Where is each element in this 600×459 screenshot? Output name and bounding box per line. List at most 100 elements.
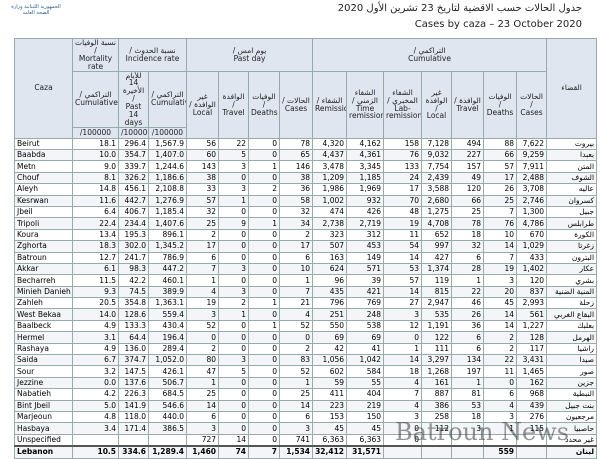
cell: 3 [186, 422, 220, 435]
header-en: Cumulative [408, 53, 451, 63]
cell: 447.2 [147, 262, 188, 276]
header-ar: للأيام 14 الأخيرة / [122, 71, 145, 104]
cell: 8.1 [72, 171, 119, 185]
header-en: Deaths [251, 107, 278, 117]
cell: 670 [516, 228, 548, 242]
cell: 81 [451, 388, 485, 401]
unit: /100000 [147, 126, 188, 139]
table-row: Akkar 6.1 98.3 447.2 7 3 0 10 624 571 53 1,374 28 19 1… [14, 262, 598, 276]
cell: 14 [218, 433, 250, 447]
cell: 1,407.0 [147, 148, 188, 162]
cell: 1 [248, 319, 281, 333]
table-row: Baalbeck 4.9 133.3 430.4 52 0 1 52 550 538 12 1,191… [14, 319, 598, 333]
cell: 19 [383, 217, 423, 230]
cell: 1 [451, 376, 485, 390]
column-header: للأيام 14 الأخيرة / Past 14 days [118, 70, 149, 128]
caza-name: Aleyh [14, 183, 73, 196]
cell: 1,191 [421, 319, 453, 333]
cell: 1 [248, 297, 281, 310]
cell: 741 [279, 433, 314, 447]
caza-name-ar: عاليه [546, 183, 598, 196]
cell: 22.4 [72, 217, 119, 230]
cell: 4 [279, 308, 314, 321]
cell: 25 [279, 388, 314, 401]
cell: 146 [279, 160, 314, 173]
header: الجمهورية اللبنانية وزارة الصحة العامة ج… [0, 0, 600, 38]
cell: 0 [279, 331, 314, 344]
cell: 3 [186, 308, 220, 321]
cell: 6 [451, 251, 485, 264]
cell: 20.5 [72, 297, 119, 310]
cell: 27 [383, 297, 423, 310]
caza-name-ar: بشري [546, 274, 598, 287]
group-header: نسبة الحدوث / Incidence rate [117, 38, 188, 72]
cell: 796 [312, 297, 348, 310]
cell: 2,993 [516, 297, 548, 310]
cell: 22 [483, 354, 518, 367]
group-header: التراكمي / Cumulative [312, 38, 548, 72]
group-header: نسبة الوفيات / Mortality rate [72, 38, 119, 72]
cell: 1,300 [516, 205, 548, 219]
cell: 197 [451, 365, 485, 378]
caza-name-ar: زغرتا [546, 240, 598, 253]
cell: 1,986 [312, 183, 348, 196]
cell: 128 [516, 331, 548, 344]
cell: 147.5 [118, 365, 149, 378]
caza-name-ar: زحلة [546, 297, 598, 310]
cell: 837 [516, 285, 548, 299]
table-row: Chouf 8.1 326.2 1,186.6 38 0 0 38 1,209 1,185 24 2,… [14, 171, 598, 185]
cell: 162 [516, 376, 548, 390]
cell: 3.2 [72, 365, 119, 378]
cell: 7,128 [421, 137, 453, 151]
cell: 0 [248, 137, 281, 151]
cell: 234.4 [118, 217, 149, 230]
cell: 404 [346, 388, 385, 401]
table-row: Beirut 18.1 296.4 1,567.9 56 22 0 78 4,320 4,162 1… [14, 137, 598, 151]
cell: 439 [516, 399, 548, 413]
cell: 0 [248, 376, 281, 390]
cell: 0 [383, 331, 423, 344]
cell: 3,297 [421, 354, 453, 367]
header-ar: الوفيات / [488, 91, 512, 109]
cell: 0 [218, 399, 250, 413]
cell: 1,276.9 [147, 194, 188, 207]
cell: 136.0 [118, 342, 149, 356]
caza-name: Lebanon [14, 445, 73, 459]
cell: 134 [451, 354, 485, 367]
cell: 28 [451, 262, 485, 276]
cell: 17 [186, 240, 220, 253]
group-header: Caza [14, 38, 73, 139]
cell: 2,680 [421, 194, 453, 207]
cell: 535 [421, 308, 453, 321]
table-row: Batroun 12.7 241.7 786.9 6 0 0 6 163 149 14 427 6 7 43… [14, 251, 598, 264]
cell: 65 [279, 148, 314, 162]
cell: 1,052.0 [147, 354, 188, 367]
cell: 1 [218, 308, 250, 321]
cell: 0 [483, 376, 518, 390]
caza-name: Akkar [14, 262, 73, 276]
caza-name-ar: عكار [546, 262, 598, 276]
cell: 9.3 [72, 285, 119, 299]
group-header-row: Caza نسبة الوفيات / Mortality rate نسبة الح… [14, 38, 598, 139]
cell: 296.4 [118, 137, 149, 151]
cell: 66 [483, 148, 518, 162]
cell: 226.3 [118, 388, 149, 401]
header-en: Deaths [486, 107, 514, 117]
title-ar: جدول الحالات حسب الاقضية لتاريخ 23 تشرين… [337, 3, 582, 14]
cell: 0 [248, 388, 281, 401]
table-row: Nabatieh 4.2 226.3 684.5 25 0 0 25 411 404 7 887 81 6… [14, 388, 598, 401]
cell: 80 [186, 354, 220, 367]
cell: 0 [248, 410, 281, 424]
caza-name-ar: الهرمل [546, 331, 598, 344]
cell [516, 445, 548, 459]
cell: 53 [383, 262, 423, 276]
cell: 1,374 [421, 262, 453, 276]
cell: 66 [451, 194, 485, 207]
cell: 3 [218, 354, 250, 367]
cell: 1,209 [312, 171, 348, 185]
cell: 0 [248, 433, 281, 447]
cell: 22 [451, 285, 485, 299]
cell: 354.8 [118, 297, 149, 310]
cell: 507 [312, 240, 348, 253]
